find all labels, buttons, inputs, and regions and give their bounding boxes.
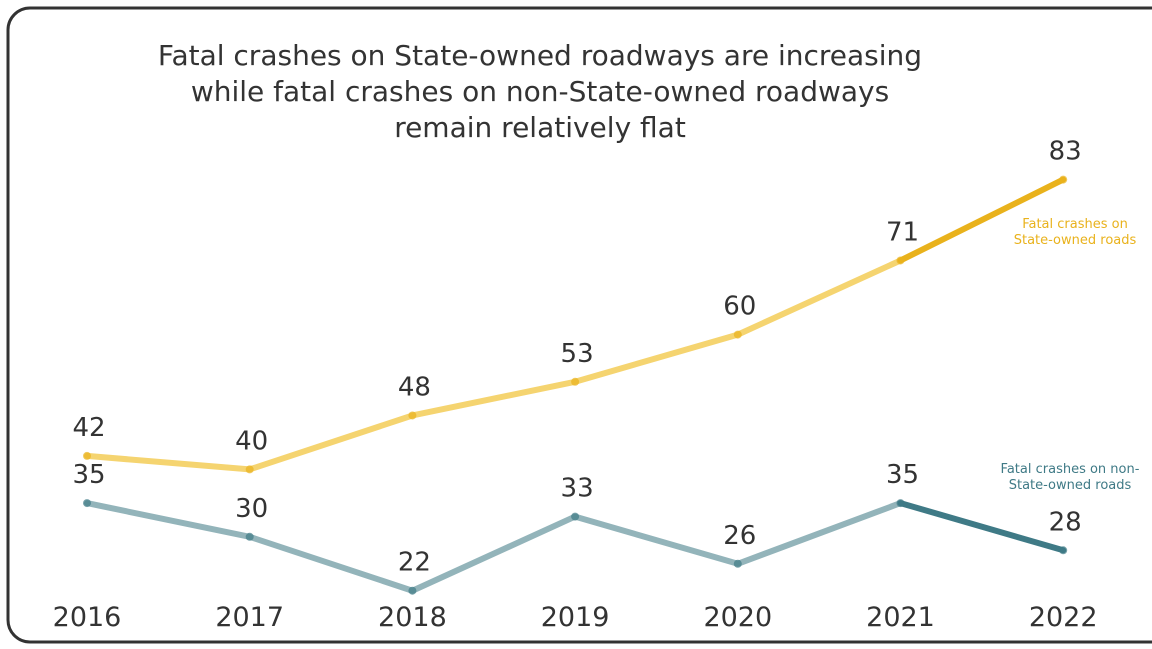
x-tick-label: 2017 [215,602,284,633]
point [571,377,580,386]
value-label: 53 [561,339,594,369]
point [1059,546,1068,555]
series-line-highlight [897,500,1067,554]
value-label: 42 [72,413,105,443]
frame [6,6,1152,644]
x-tick-label: 2022 [1029,602,1098,633]
point [1059,175,1068,184]
point [83,499,91,508]
series-line-highlight [897,176,1067,264]
point [896,499,905,508]
point [245,465,254,474]
point [408,586,417,595]
value-label: 83 [1049,137,1082,167]
x-tick-label: 2020 [703,602,772,633]
point [245,532,254,541]
series-line [84,257,904,473]
point [896,256,905,265]
value-label: 71 [886,217,919,247]
chart-title: Fatal crashes on State-owned roadways ar… [157,39,923,144]
point [408,411,417,420]
value-label: 48 [398,372,431,402]
x-tick-label: 2019 [541,602,610,633]
point [733,559,742,568]
point [733,330,742,339]
value-label: 30 [235,494,268,524]
point [83,451,91,460]
value-label: 28 [1049,507,1082,537]
series-label: Fatal crashes on State-owned roads [1013,217,1137,248]
x-tick-label: 2016 [53,602,122,633]
series-label: Fatal crashes on non-State-owned roads [1000,462,1140,493]
value-label: 22 [398,548,431,578]
value-label: 60 [723,292,756,322]
value-label: 40 [235,426,268,456]
value-label: 35 [886,460,919,490]
x-tick-label: 2021 [866,602,935,633]
x-tick-label: 2018 [378,602,447,633]
value-label: 35 [72,460,105,490]
point [571,512,580,521]
series-line [84,500,904,594]
value-label: 26 [723,521,756,551]
value-label: 33 [561,474,594,504]
